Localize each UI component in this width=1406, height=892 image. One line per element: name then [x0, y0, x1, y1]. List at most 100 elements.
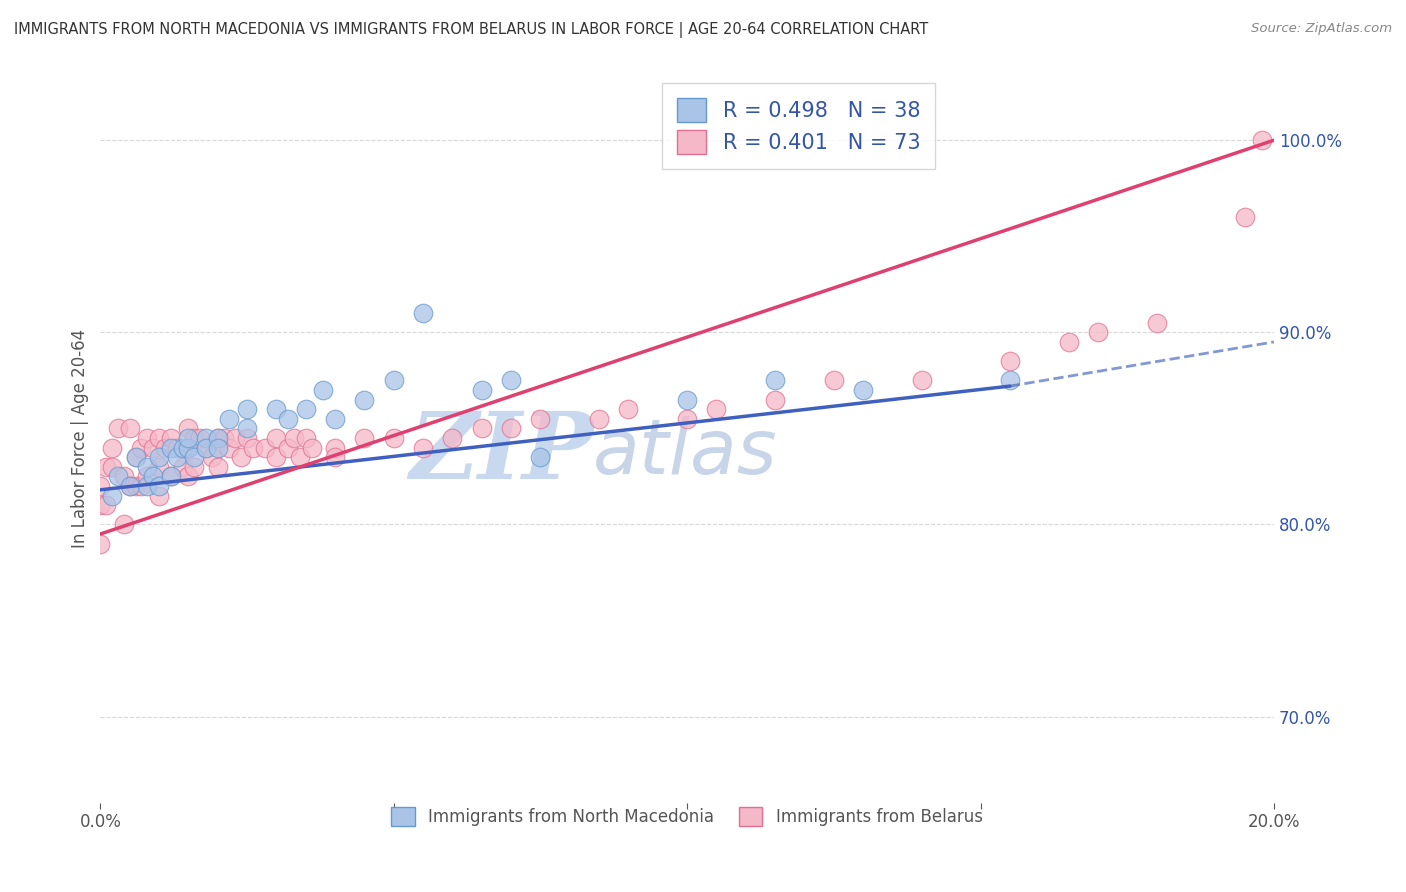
Point	[529, 450, 551, 465]
Point	[763, 373, 786, 387]
Point	[823, 373, 845, 387]
Point	[177, 469, 200, 483]
Text: IMMIGRANTS FROM NORTH MACEDONIA VS IMMIGRANTS FROM BELARUS IN LABOR FORCE | AGE : IMMIGRANTS FROM NORTH MACEDONIA VS IMMIG…	[14, 22, 928, 38]
Point	[471, 383, 494, 397]
Point	[236, 402, 259, 417]
Point	[266, 450, 288, 465]
Point	[148, 479, 170, 493]
Point	[676, 411, 699, 425]
Point	[148, 431, 170, 445]
Point	[236, 421, 259, 435]
Point	[294, 402, 316, 417]
Point	[136, 469, 159, 483]
Point	[312, 383, 335, 397]
Point	[283, 431, 305, 445]
Point	[136, 431, 159, 445]
Point	[1251, 133, 1274, 147]
Point	[142, 469, 165, 483]
Point	[1057, 334, 1080, 349]
Point	[183, 450, 205, 465]
Point	[101, 459, 124, 474]
Point	[166, 450, 188, 465]
Point	[101, 441, 124, 455]
Point	[501, 373, 523, 387]
Point	[112, 469, 135, 483]
Point	[253, 441, 276, 455]
Point	[159, 441, 181, 455]
Point	[277, 441, 299, 455]
Point	[172, 459, 194, 474]
Point	[177, 441, 200, 455]
Point	[177, 431, 200, 445]
Point	[148, 459, 170, 474]
Point	[911, 373, 934, 387]
Point	[89, 498, 111, 512]
Point	[194, 431, 217, 445]
Point	[588, 411, 610, 425]
Point	[159, 431, 181, 445]
Point	[89, 479, 111, 493]
Point	[148, 489, 170, 503]
Point	[676, 392, 699, 407]
Point	[207, 431, 229, 445]
Point	[148, 450, 170, 465]
Point	[131, 479, 153, 493]
Point	[96, 459, 118, 474]
Point	[529, 411, 551, 425]
Point	[471, 421, 494, 435]
Point	[101, 489, 124, 503]
Point	[124, 450, 146, 465]
Point	[501, 421, 523, 435]
Point	[107, 421, 129, 435]
Point	[177, 421, 200, 435]
Point	[353, 392, 375, 407]
Point	[706, 402, 728, 417]
Point	[136, 459, 159, 474]
Point	[112, 517, 135, 532]
Point	[159, 469, 181, 483]
Point	[617, 402, 640, 417]
Point	[207, 459, 229, 474]
Point	[194, 441, 217, 455]
Point	[207, 431, 229, 445]
Point	[266, 402, 288, 417]
Point	[118, 479, 141, 493]
Text: Source: ZipAtlas.com: Source: ZipAtlas.com	[1251, 22, 1392, 36]
Point	[124, 450, 146, 465]
Point	[118, 479, 141, 493]
Point	[998, 354, 1021, 368]
Point	[172, 441, 194, 455]
Point	[412, 441, 434, 455]
Point	[412, 306, 434, 320]
Text: ZIP: ZIP	[409, 408, 593, 498]
Point	[188, 431, 211, 445]
Point	[323, 411, 346, 425]
Point	[159, 469, 181, 483]
Point	[142, 441, 165, 455]
Point	[107, 469, 129, 483]
Legend: Immigrants from North Macedonia, Immigrants from Belarus: Immigrants from North Macedonia, Immigra…	[384, 799, 991, 835]
Point	[382, 373, 405, 387]
Point	[166, 441, 188, 455]
Point	[277, 411, 299, 425]
Point	[236, 431, 259, 445]
Point	[153, 441, 176, 455]
Point	[201, 450, 224, 465]
Point	[207, 441, 229, 455]
Point	[136, 479, 159, 493]
Point	[131, 441, 153, 455]
Point	[288, 450, 311, 465]
Point	[218, 411, 240, 425]
Point	[323, 450, 346, 465]
Point	[194, 441, 217, 455]
Point	[218, 441, 240, 455]
Point	[763, 392, 786, 407]
Point	[231, 450, 253, 465]
Point	[242, 441, 264, 455]
Point	[212, 431, 235, 445]
Point	[96, 498, 118, 512]
Text: atlas: atlas	[593, 416, 778, 490]
Point	[1087, 326, 1109, 340]
Point	[89, 536, 111, 550]
Point	[183, 431, 205, 445]
